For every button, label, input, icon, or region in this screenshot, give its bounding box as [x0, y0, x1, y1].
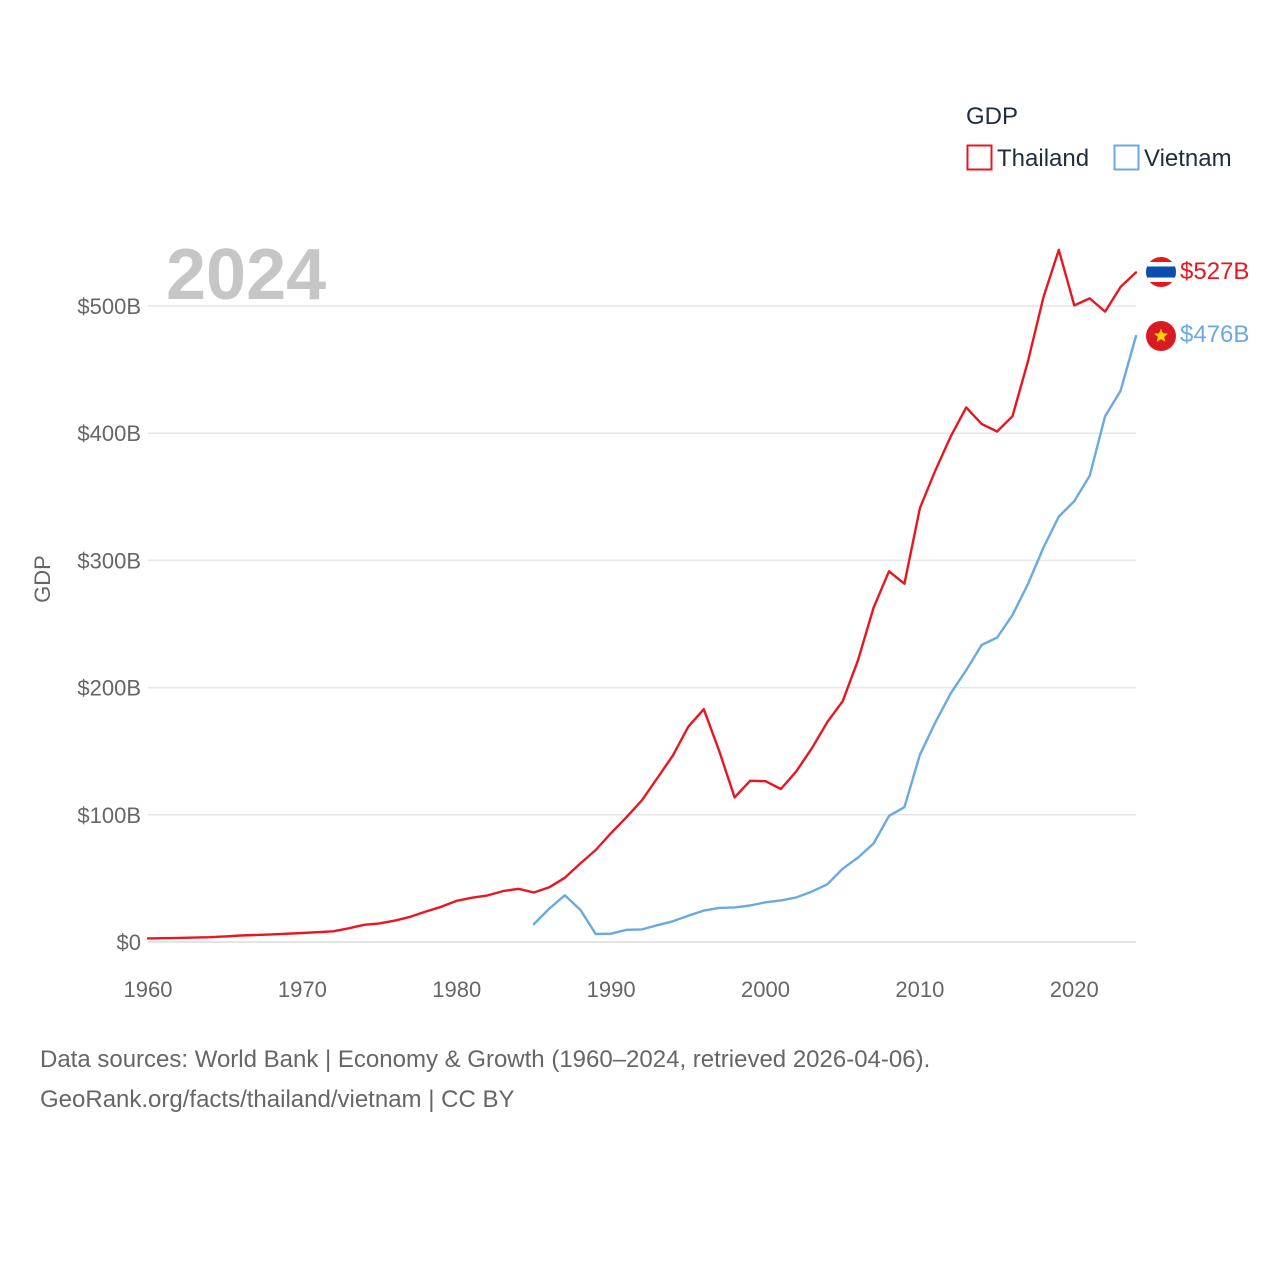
- x-tick-label: 1960: [124, 977, 173, 1002]
- grid: [148, 305, 1136, 943]
- vietnam-end-value: $476B: [1180, 321, 1249, 348]
- vietnam-flag-icon: [1146, 321, 1176, 351]
- source-note: Data sources: World Bank | Economy & Gro…: [40, 1040, 1140, 1120]
- x-axis-ticks: 1960 1970 1980 1990 2000 2010 2020: [124, 977, 1099, 1002]
- legend: GDP Thailand Vietnam: [966, 103, 1232, 172]
- legend-label-vietnam: Vietnam: [1144, 145, 1232, 172]
- thailand-flag-icon: [1146, 257, 1176, 287]
- y-tick-label: $200B: [77, 676, 141, 701]
- y-axis-ticks: $0 $100B $200B $300B $400B $500B: [77, 294, 141, 955]
- series-end-markers: $527B $476B: [1146, 257, 1249, 351]
- y-tick-label: $400B: [77, 421, 141, 446]
- legend-swatch-thailand: [966, 144, 993, 171]
- source-line-2: GeoRank.org/facts/thailand/vietnam | CC …: [40, 1086, 515, 1113]
- legend-label-thailand: Thailand: [997, 145, 1089, 172]
- x-tick-label: 2020: [1050, 977, 1099, 1002]
- thailand-gdp-line: [146, 248, 1138, 940]
- x-tick-label: 1990: [587, 977, 636, 1002]
- thailand-end-value: $527B: [1180, 258, 1249, 285]
- year-label: 2024: [166, 235, 326, 315]
- legend-title: GDP: [966, 103, 1018, 130]
- y-tick-label: $300B: [77, 548, 141, 573]
- legend-item-thailand[interactable]: Thailand: [966, 144, 1090, 172]
- source-line-1: Data sources: World Bank | Economy & Gro…: [40, 1046, 931, 1073]
- x-tick-label: 1970: [278, 977, 327, 1002]
- y-axis-label: GDP: [30, 555, 55, 603]
- vietnam-gdp-line: [532, 334, 1138, 936]
- y-tick-label: $100B: [77, 803, 141, 828]
- x-tick-label: 2010: [895, 977, 944, 1002]
- x-tick-label: 1980: [432, 977, 481, 1002]
- legend-swatch-vietnam: [1113, 144, 1140, 171]
- legend-item-vietnam[interactable]: Vietnam: [1113, 144, 1232, 172]
- series-lines: [146, 248, 1138, 940]
- x-tick-label: 2000: [741, 977, 790, 1002]
- y-tick-label: $500B: [77, 294, 141, 319]
- y-tick-label: $0: [117, 930, 141, 955]
